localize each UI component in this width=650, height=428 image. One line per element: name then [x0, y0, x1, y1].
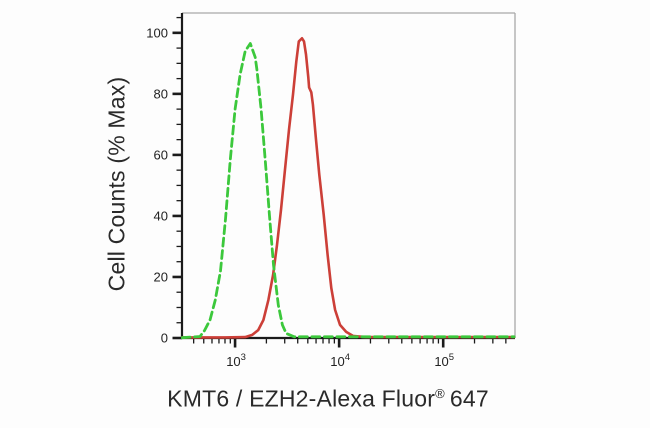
y-axis-title: Cell Counts (% Max)	[103, 76, 130, 292]
x-axis-title-text: KMT6 / EZH2-Alexa Fluor	[167, 385, 436, 412]
x-tick-label: 105	[434, 352, 454, 369]
y-tick-label: 60	[154, 147, 168, 162]
y-tick-label: 80	[154, 86, 168, 101]
registered-trademark-symbol: ®	[435, 385, 445, 401]
x-axis-title: KMT6 / EZH2-Alexa Fluor® 647	[167, 386, 489, 413]
y-tick-label: 20	[154, 269, 168, 284]
y-tick-label: 0	[161, 331, 168, 346]
series-green-dashed-control	[181, 42, 516, 340]
x-tick-label: 104	[330, 352, 350, 369]
y-tick-label: 40	[154, 208, 168, 223]
x-tick-label: 103	[226, 352, 246, 369]
y-tick-label: 100	[146, 25, 168, 40]
series-red-solid-stained	[181, 36, 516, 339]
x-axis-title-suffix: 647	[449, 385, 489, 412]
